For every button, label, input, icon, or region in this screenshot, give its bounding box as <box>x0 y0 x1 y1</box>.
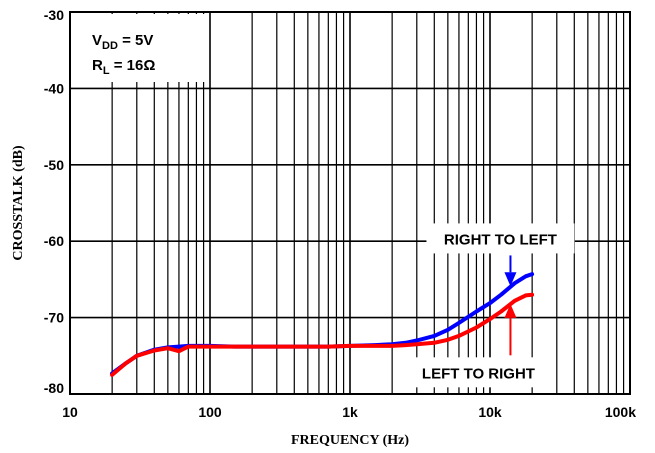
y-tick-label: -70 <box>44 310 64 326</box>
annotation-layer: RIGHT TO LEFT LEFT TO RIGHT <box>404 223 575 388</box>
x-tick-label: 100 <box>198 404 222 420</box>
x-tick-label: 100k <box>605 404 636 420</box>
condition-vdd: VDD = 5V <box>92 32 153 52</box>
condition-rl: RL = 16Ω <box>92 57 155 77</box>
annotation-label: LEFT TO RIGHT <box>422 365 535 382</box>
conditions-background <box>72 14 208 82</box>
plot-frame <box>69 11 631 395</box>
series-line <box>110 292 535 377</box>
annotation-arrow-head <box>504 303 517 318</box>
x-tick-label: 1k <box>342 404 358 420</box>
y-tick-label: -30 <box>44 7 64 23</box>
conditions-box: VDD = 5V RL = 16Ω <box>72 14 208 82</box>
annotation-background <box>404 357 553 388</box>
y-tick-label: -80 <box>44 380 64 396</box>
series-layer <box>110 272 535 377</box>
annotation-label: RIGHT TO LEFT <box>444 231 557 248</box>
y-tick-label: -40 <box>44 80 64 96</box>
y-axis-title: CROSSTALK (dB) <box>11 145 26 261</box>
y-tick-label: -50 <box>44 157 64 173</box>
x-axis-title: FREQUENCY (Hz) <box>291 433 409 448</box>
y-tick-label: -60 <box>44 233 64 249</box>
annotation-background <box>426 223 575 254</box>
x-tick-label: 10 <box>62 404 78 420</box>
annotation-arrow-head <box>504 272 517 287</box>
x-tick-label: 10k <box>478 404 502 420</box>
y-tick-labels: -30 -40 -50 -60 -70 -80 <box>44 7 64 396</box>
x-tick-labels: 10 100 1k 10k 100k <box>62 404 636 420</box>
